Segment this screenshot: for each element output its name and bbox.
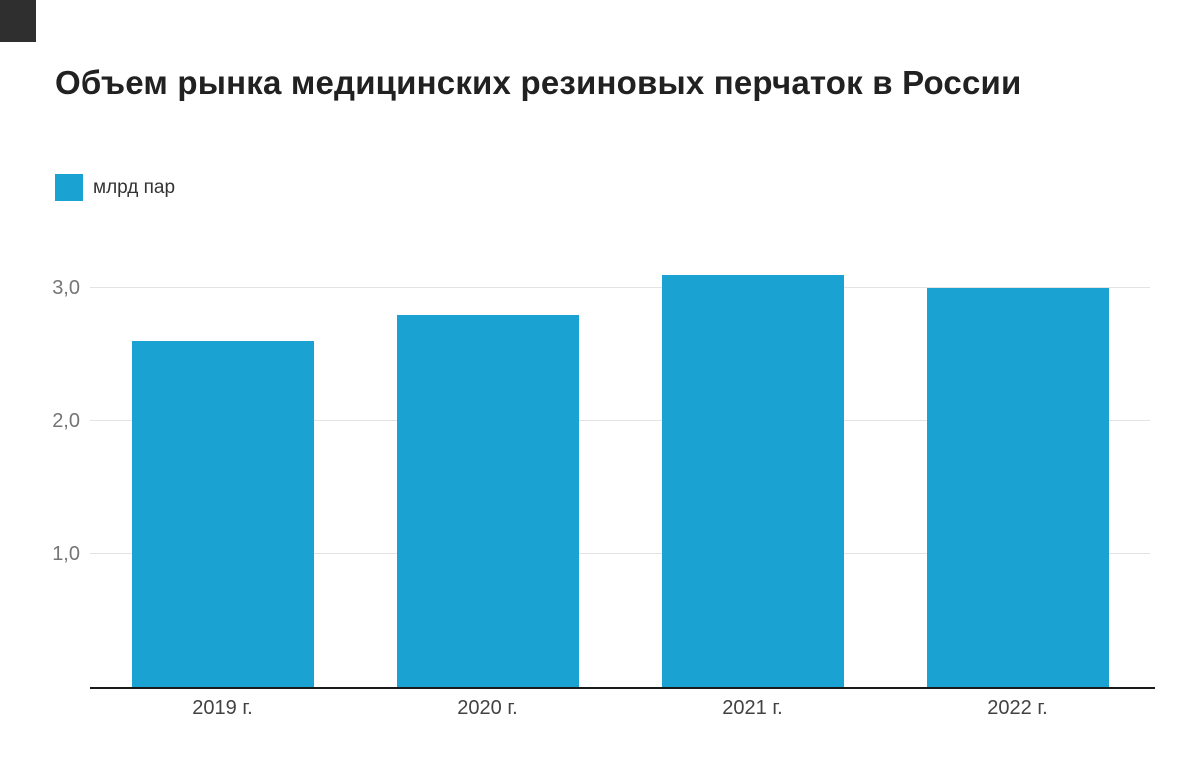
x-tick-label: 2020 г. (457, 697, 518, 719)
bar-2021 г. (661, 274, 844, 687)
y-tick-label: 2,0 (52, 409, 80, 432)
legend-swatch-icon (55, 174, 83, 201)
bar-chart-plot-area (90, 240, 1150, 687)
legend-label: млрд пар (93, 176, 176, 198)
x-tick-label: 2019 г. (192, 697, 253, 719)
gridline (90, 419, 1150, 421)
chart-legend: млрд пар (55, 174, 175, 201)
y-tick-label: 1,0 (52, 542, 80, 565)
gridline (90, 286, 1150, 288)
x-tick-label: 2022 г. (987, 697, 1048, 719)
gridline (90, 552, 1150, 554)
chart-title: Объем рынка медицинских резиновых перчат… (55, 64, 1022, 101)
corner-artifact (0, 0, 36, 42)
bar-2019 г. (131, 341, 314, 687)
x-axis-line (90, 687, 1155, 689)
y-tick-label: 3,0 (52, 276, 80, 299)
x-tick-label: 2021 г. (722, 697, 783, 719)
bar-2020 г. (396, 314, 579, 687)
bar-2022 г. (926, 287, 1109, 687)
